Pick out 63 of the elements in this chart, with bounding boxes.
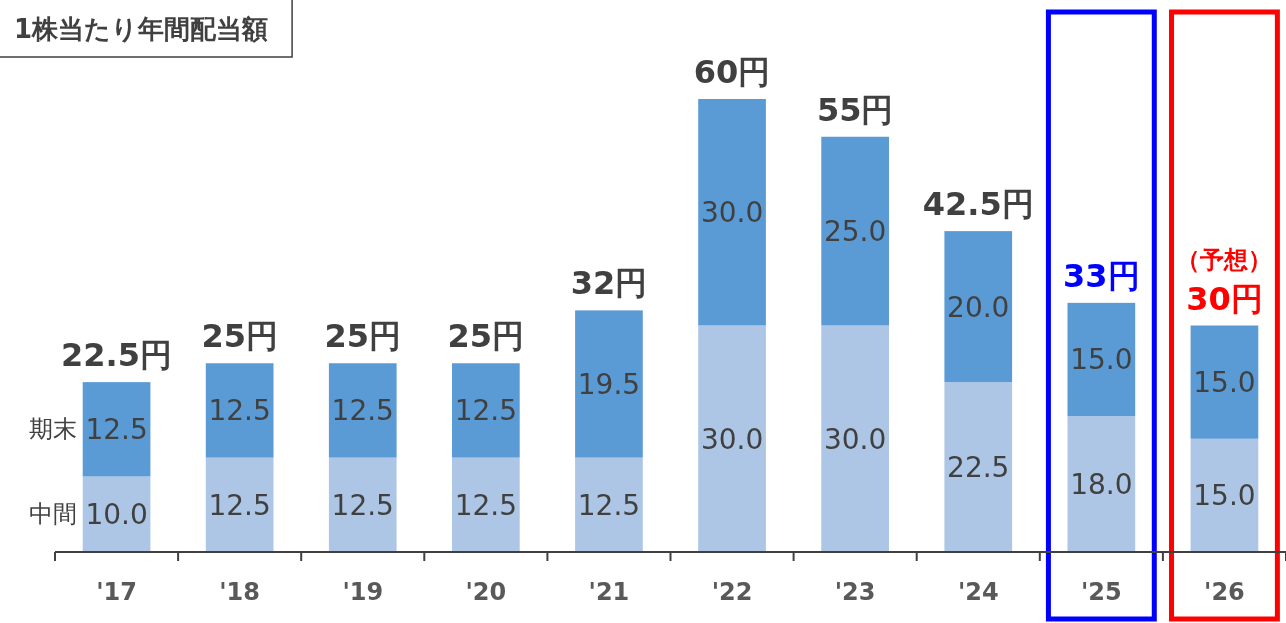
- x-tick-label: '18: [219, 578, 261, 606]
- bar: [698, 99, 766, 326]
- x-tick-label: '25: [1080, 578, 1122, 606]
- bar: [1190, 325, 1259, 439]
- bar: [328, 363, 397, 458]
- bar: [575, 457, 643, 552]
- bar: [1190, 438, 1259, 552]
- data-label: 15.0: [1193, 479, 1256, 513]
- total-label: 60円: [693, 53, 771, 91]
- series-label: 中間: [28, 500, 77, 529]
- x-tick-label: '19: [342, 578, 384, 606]
- annotation: （予想）: [1176, 245, 1273, 274]
- data-label: 30.0: [700, 422, 764, 456]
- total-label: 25円: [324, 317, 402, 356]
- bar: [944, 231, 1013, 383]
- data-label: 12.5: [208, 394, 271, 428]
- series-label: 期末: [28, 415, 77, 444]
- bar: [1067, 302, 1136, 417]
- data-label: 12.5: [454, 488, 518, 522]
- bar: [205, 363, 274, 458]
- bar: [452, 457, 520, 552]
- chart-title: 1株当たり年間配当額: [14, 14, 269, 44]
- x-tick-label: '17: [96, 578, 137, 606]
- x-tick-label: '24: [957, 578, 999, 606]
- bar: [328, 457, 397, 552]
- bar: [821, 136, 889, 326]
- bar: [452, 363, 520, 458]
- bar: [205, 457, 274, 552]
- x-tick-label: '26: [1204, 578, 1245, 606]
- total-label: 55円: [816, 90, 894, 129]
- bar: [821, 325, 889, 552]
- total-label: 30円: [1186, 279, 1263, 318]
- total-label: 25円: [447, 317, 525, 356]
- data-label: 12.5: [331, 394, 394, 428]
- data-label: 10.0: [85, 498, 148, 532]
- data-label: 12.5: [208, 488, 271, 522]
- data-label: 12.5: [331, 488, 394, 522]
- bar: [82, 382, 151, 477]
- x-tick-label: '22: [711, 578, 753, 606]
- bar: [944, 382, 1013, 552]
- x-tick-label: '21: [588, 578, 630, 606]
- data-label: 22.5: [947, 451, 1010, 485]
- total-label: 22.5円: [61, 336, 173, 375]
- data-label: 12.5: [577, 488, 641, 522]
- x-tick-label: '23: [834, 578, 876, 606]
- data-label: 15.0: [1070, 343, 1133, 377]
- data-label: 20.0: [947, 290, 1010, 324]
- bar: [698, 325, 766, 552]
- data-label: 12.5: [85, 413, 148, 447]
- data-label: 25.0: [823, 215, 887, 249]
- data-label: 12.5: [454, 394, 518, 428]
- data-label: 30.0: [700, 196, 764, 230]
- bar: [1067, 416, 1136, 552]
- data-label: 19.5: [577, 368, 641, 402]
- total-label: 33円: [1063, 256, 1140, 295]
- x-tick-label: '20: [465, 578, 507, 606]
- data-label: 18.0: [1070, 468, 1133, 502]
- total-label: 42.5円: [922, 185, 1034, 224]
- bar: [575, 310, 643, 458]
- total-label: 32円: [570, 264, 648, 303]
- data-label: 30.0: [823, 422, 887, 456]
- data-label: 15.0: [1193, 366, 1256, 400]
- total-label: 25円: [201, 317, 278, 356]
